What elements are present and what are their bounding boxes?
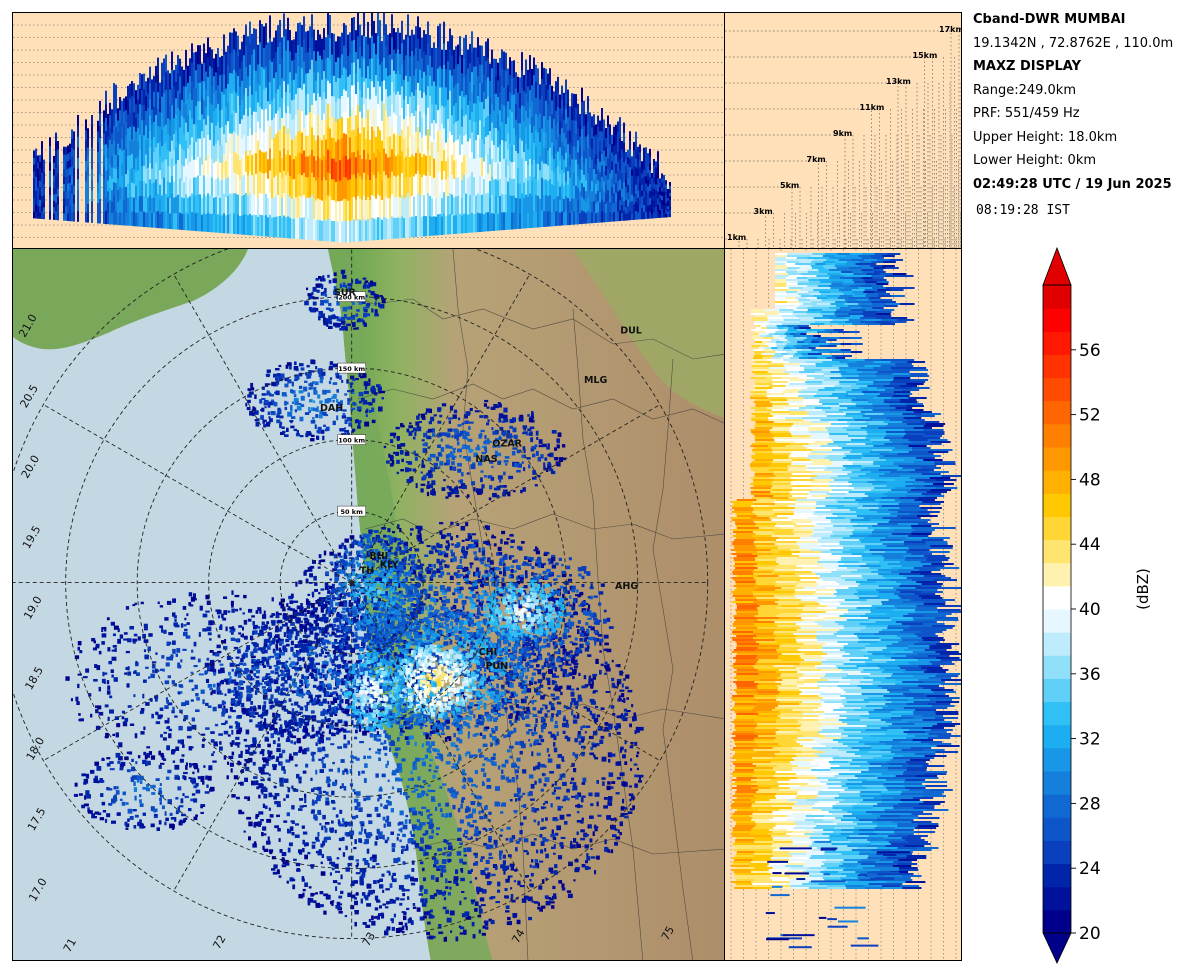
colorbar-max-arrow xyxy=(1042,246,1072,286)
ist-timestamp: 08:19:28 IST xyxy=(976,203,1070,218)
station-name: Cband-DWR MUMBAI xyxy=(973,12,1126,27)
colorbar-tick-label: 48 xyxy=(1079,470,1101,490)
top-reflectivity-columns xyxy=(33,13,671,243)
city-label-kly: KLY xyxy=(380,560,399,571)
side-reflectivity-rows xyxy=(731,253,961,949)
colorbar-tick-label: 24 xyxy=(1079,859,1101,879)
colorbar-tick-label: 20 xyxy=(1079,924,1101,944)
side-cross-section-plot xyxy=(730,249,961,960)
colorbar-tick-label: 40 xyxy=(1079,600,1101,620)
height-label: 17km xyxy=(939,25,962,34)
height-label: 13km xyxy=(886,77,911,86)
display-type: MAXZ DISPLAY xyxy=(973,59,1082,74)
longitude-label: 72 xyxy=(210,933,228,952)
station-coordinates: 19.1342N , 72.8762E , 110.0m xyxy=(973,35,1174,51)
colorbar: 20 24 28 32 36 40 44 48 52 56 (dBZ) xyxy=(1030,245,1200,965)
city-label-ahg: AHG xyxy=(615,581,638,592)
longitude-labels: 71 72 73 74 75 xyxy=(61,924,677,955)
height-label: 15km xyxy=(913,51,938,60)
height-label: 5km xyxy=(780,181,799,190)
longitude-label: 74 xyxy=(509,927,527,946)
radar-reflectivity-echoes xyxy=(65,269,644,942)
colorbar-tick-label: 44 xyxy=(1079,535,1101,555)
colorbar-segments xyxy=(1043,285,1071,934)
height-label: 11km xyxy=(860,103,885,112)
gujarat-land xyxy=(13,249,248,350)
range-ring-label: 100 km xyxy=(337,434,366,445)
height-label: 3km xyxy=(754,207,773,216)
height-reference-lines xyxy=(725,30,961,248)
city-label-ozar: OZAR xyxy=(492,438,522,449)
side-cross-section-panel xyxy=(724,248,962,961)
radar-info-block: Cband-DWR MUMBAI 19.1342N , 72.8762E , 1… xyxy=(973,8,1198,223)
city-label-chi: CHI xyxy=(479,647,497,658)
height-label: 1km xyxy=(727,233,746,242)
city-label-mlg: MLG xyxy=(584,375,608,386)
range-ring-label: 200 km xyxy=(337,291,366,302)
top-cross-section-panel xyxy=(12,12,725,249)
city-label-nas: NAS xyxy=(475,454,497,465)
longitude-label: 73 xyxy=(360,930,378,949)
colorbar-tick-label: 52 xyxy=(1079,406,1101,426)
upper-height: Upper Height: 18.0km xyxy=(973,129,1118,145)
longitude-label: 75 xyxy=(659,924,677,943)
height-reference-plot: 1km 3km 5km 7km 9km 11km 13km 15km 17km xyxy=(725,25,962,248)
range-ring-label: 50 km xyxy=(337,505,366,517)
city-label-dah: DAH xyxy=(320,403,343,414)
colorbar-tick-label: 56 xyxy=(1079,341,1101,361)
colorbar-tick-label: 32 xyxy=(1079,730,1101,750)
northern-plains xyxy=(573,249,724,419)
prf-value: PRF: 551/459 Hz xyxy=(973,106,1080,121)
azimuth-radials xyxy=(13,249,708,939)
colorbar-tick-label: 28 xyxy=(1079,794,1101,814)
top-cross-section-plot xyxy=(13,13,724,243)
utc-timestamp: 02:49:28 UTC / 19 Jun 2025 xyxy=(973,176,1172,192)
range-ring-label: 150 km xyxy=(337,362,366,374)
colorbar-ticks: 20 24 28 32 36 40 44 48 52 56 xyxy=(1071,341,1101,944)
city-label-th: TH xyxy=(360,565,374,576)
range-value: Range:249.0km xyxy=(973,82,1076,98)
colorbar-plot: 20 24 28 32 36 40 44 48 52 56 (dBZ) xyxy=(1042,246,1152,964)
coastal-plain xyxy=(328,249,493,960)
city-label-dul: DUL xyxy=(620,326,642,337)
colorbar-unit-label: (dBZ) xyxy=(1134,568,1152,610)
lower-height: Lower Height: 0km xyxy=(973,153,1097,168)
city-label-pun: PUN xyxy=(485,661,508,672)
colorbar-tick-label: 36 xyxy=(1079,665,1101,685)
longitude-label: 71 xyxy=(61,936,79,955)
height-labels: 1km 3km 5km 7km 9km 11km 13km 15km 17km xyxy=(727,25,962,242)
city-label-bhi: BHI xyxy=(369,551,388,562)
height-label: 9km xyxy=(833,129,852,138)
city-label-sur: SUR xyxy=(334,288,357,299)
height-reference-panel: 1km 3km 5km 7km 9km 11km 13km 15km 17km xyxy=(724,12,962,249)
colorbar-min-arrow xyxy=(1042,932,1072,964)
height-label: 7km xyxy=(807,155,826,164)
